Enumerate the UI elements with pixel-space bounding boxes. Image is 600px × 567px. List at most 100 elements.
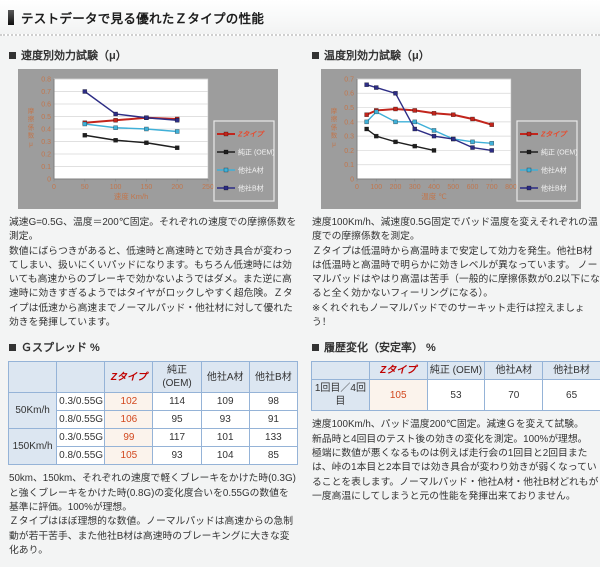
temperature-test-chart: 0 0.1 0.2 0.3 0.4 0.5 0.6 0.7 0 100 200 300 400 500 60… bbox=[321, 69, 581, 209]
svg-text:純正 (OEM): 純正 (OEM) bbox=[541, 148, 578, 157]
svg-text:200: 200 bbox=[390, 184, 402, 191]
svg-text:擦: 擦 bbox=[331, 114, 338, 123]
svg-text:擦: 擦 bbox=[28, 114, 35, 123]
speed-test-chart: 0 0.1 0.2 0.3 0.4 0.5 0.6 0.7 0.8 0 50 100 150 200 250… bbox=[18, 69, 278, 209]
page-title: テストデータで見る優れたＺタイプの性能 bbox=[21, 12, 265, 26]
svg-text:500: 500 bbox=[447, 184, 459, 191]
history-change-title-text: 履歴変化（安定率） % bbox=[324, 342, 436, 355]
svg-text:数: 数 bbox=[28, 131, 35, 140]
svg-text:0.7: 0.7 bbox=[41, 89, 51, 96]
right-column: 温度別効力試験（μ） 0 0.1 0.2 0.3 0.4 0.5 0.6 0.7 0 100 200… bbox=[311, 45, 600, 567]
speed-test-section-title: 速度別効力試験（μ） bbox=[9, 47, 298, 63]
svg-text:50: 50 bbox=[81, 184, 89, 191]
svg-text:0.2: 0.2 bbox=[41, 151, 51, 158]
svg-text:0.5: 0.5 bbox=[344, 105, 354, 112]
table-cell: 0.3/0.55G bbox=[56, 392, 106, 412]
table-cell: 0.3/0.55G bbox=[56, 428, 106, 448]
table-cell: 95 bbox=[152, 410, 202, 430]
svg-text:他社A材: 他社A材 bbox=[238, 166, 264, 175]
table-cell: 65 bbox=[542, 379, 600, 412]
svg-text:純正 (OEM): 純正 (OEM) bbox=[238, 148, 275, 157]
svg-text:0.8: 0.8 bbox=[41, 76, 51, 83]
table-cell: 117 bbox=[152, 428, 202, 448]
svg-text:0: 0 bbox=[52, 184, 56, 191]
svg-text:0: 0 bbox=[350, 176, 354, 183]
table-cell: 93 bbox=[200, 410, 250, 430]
history-change-description: 速度100Km/h、パッド温度200℃固定。減速Ｇを変えて試験。 新品時と4回目… bbox=[312, 419, 599, 502]
svg-text:他社A材: 他社A材 bbox=[541, 166, 567, 175]
table-cell: 106 bbox=[104, 410, 154, 430]
svg-text:0: 0 bbox=[355, 184, 359, 191]
temperature-test-chart-wrap: 0 0.1 0.2 0.3 0.4 0.5 0.6 0.7 0 100 200 300 400 500 60… bbox=[321, 69, 600, 209]
svg-text:Zタイプ: Zタイプ bbox=[237, 131, 265, 139]
svg-text:Zタイプ: Zタイプ bbox=[540, 131, 568, 139]
svg-text:μ: μ bbox=[29, 141, 33, 148]
svg-text:0.6: 0.6 bbox=[344, 91, 354, 98]
table-cell: 91 bbox=[248, 410, 299, 430]
svg-text:0.6: 0.6 bbox=[41, 101, 51, 108]
table-header-cell: 他社B材 bbox=[248, 361, 299, 394]
table-cell: 85 bbox=[248, 446, 299, 466]
table-cell: 99 bbox=[104, 428, 154, 448]
table-cell: 105 bbox=[104, 446, 154, 466]
svg-text:0.4: 0.4 bbox=[344, 119, 354, 126]
square-bullet-icon bbox=[312, 343, 319, 351]
table-cell: 105 bbox=[368, 379, 428, 412]
svg-text:数: 数 bbox=[331, 131, 338, 140]
table-cell: 104 bbox=[200, 446, 250, 466]
table-cell: 53 bbox=[426, 379, 486, 412]
temperature-test-section-title: 温度別効力試験（μ） bbox=[312, 47, 600, 63]
square-bullet-icon bbox=[9, 343, 16, 351]
svg-text:摩: 摩 bbox=[28, 106, 35, 115]
temperature-test-description: 速度100Km/h、減速度0.5G固定でパッド温度を変えそれぞれの温度での摩擦係… bbox=[312, 217, 600, 329]
table-cell: 98 bbox=[248, 392, 299, 412]
header-bullet-icon bbox=[8, 10, 14, 25]
svg-text:速度 Km/h: 速度 Km/h bbox=[114, 191, 149, 201]
speed-test-title-text: 速度別効力試験（μ） bbox=[21, 50, 127, 62]
content-columns: 速度別効力試験（μ） 0 0.1 0.2 0.3 0.4 0.5 0.6 0.7 0.8 0 50 1… bbox=[0, 36, 600, 567]
table-cell: 50Km/h bbox=[7, 392, 58, 430]
table-header-cell: 他社A材 bbox=[484, 361, 544, 381]
square-bullet-icon bbox=[9, 51, 16, 59]
temperature-test-title-text: 温度別効力試験（μ） bbox=[324, 50, 430, 62]
svg-text:250: 250 bbox=[202, 184, 214, 191]
left-column: 速度別効力試験（μ） 0 0.1 0.2 0.3 0.4 0.5 0.6 0.7 0.8 0 50 1… bbox=[7, 45, 299, 567]
svg-text:他社B材: 他社B材 bbox=[541, 184, 567, 193]
table-cell: 114 bbox=[152, 392, 202, 412]
svg-text:係: 係 bbox=[331, 122, 338, 131]
svg-text:0.7: 0.7 bbox=[344, 76, 354, 83]
history-change-table: Zタイプ 純正 (OEM) 他社A材 他社B材 1回目／4回目 105 53 70 65 bbox=[311, 361, 600, 412]
svg-text:0.1: 0.1 bbox=[344, 162, 354, 169]
table-header-cell: 他社A材 bbox=[200, 361, 250, 394]
svg-text:0.2: 0.2 bbox=[344, 148, 354, 155]
table-cell: 1回目／4回目 bbox=[311, 379, 370, 412]
table-cell: 93 bbox=[152, 446, 202, 466]
svg-text:100: 100 bbox=[370, 184, 382, 191]
g-spread-description: 50km、150km、それぞれの速度で軽くブレーキをかけた時(0.3G)と強くブ… bbox=[9, 473, 296, 556]
table-header-cell: Zタイプ bbox=[368, 361, 428, 381]
table-cell: 133 bbox=[248, 428, 299, 448]
svg-text:0.3: 0.3 bbox=[41, 139, 51, 146]
svg-text:温度 ℃: 温度 ℃ bbox=[421, 191, 447, 201]
table-cell: 109 bbox=[200, 392, 250, 412]
svg-text:0.1: 0.1 bbox=[41, 164, 51, 171]
svg-text:摩: 摩 bbox=[331, 106, 338, 115]
svg-text:係: 係 bbox=[28, 122, 35, 131]
svg-text:0: 0 bbox=[47, 176, 51, 183]
svg-text:300: 300 bbox=[409, 184, 421, 191]
svg-text:600: 600 bbox=[467, 184, 479, 191]
svg-text:700: 700 bbox=[486, 184, 498, 191]
table-header-cell bbox=[7, 361, 58, 394]
history-change-section-title: 履歴変化（安定率） % bbox=[312, 339, 600, 355]
table-header-cell: 他社B材 bbox=[542, 361, 600, 381]
svg-text:0.3: 0.3 bbox=[344, 134, 354, 141]
speed-test-description: 減速G=0.5G、温度＝200℃固定。それぞれの速度での摩擦係数を測定。 数値に… bbox=[9, 217, 297, 329]
svg-text:0.5: 0.5 bbox=[41, 114, 51, 121]
svg-text:400: 400 bbox=[428, 184, 440, 191]
svg-text:100: 100 bbox=[110, 184, 122, 191]
table-header-cell: 純正 (OEM) bbox=[426, 361, 486, 381]
svg-text:他社B材: 他社B材 bbox=[238, 184, 264, 193]
table-header-cell: 純正 (OEM) bbox=[152, 361, 202, 394]
svg-text:0.4: 0.4 bbox=[41, 126, 51, 133]
table-cell: 101 bbox=[200, 428, 250, 448]
